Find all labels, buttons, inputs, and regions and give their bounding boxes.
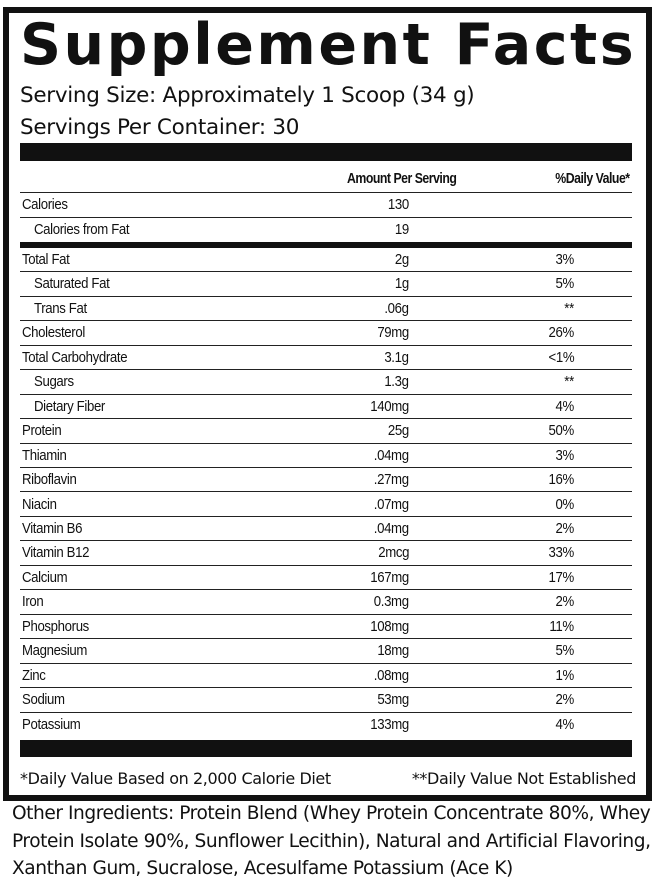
nutrient-name: Sugars xyxy=(34,373,74,391)
nutrient-daily-value: 3% xyxy=(555,251,575,268)
nutrient-name: Zinc xyxy=(22,666,46,684)
table-row: Potassium 133mg 4% xyxy=(20,713,632,736)
nutrient-amount: .04mg xyxy=(374,446,409,464)
table-row: Thiamin .04mg 3% xyxy=(20,444,632,469)
nutrient-daily-value: 5% xyxy=(555,642,575,660)
column-header-row: Amount Per Serving %Daily Value* xyxy=(20,166,632,193)
nutrient-name: Saturated Fat xyxy=(34,275,110,293)
nutrient-amount: 2g xyxy=(395,251,409,268)
nutrient-daily-value: 2% xyxy=(555,519,575,537)
nutrient-amount: 2mcg xyxy=(378,544,409,562)
table-row: Trans Fat .06g ** xyxy=(20,297,632,322)
table-row: Calcium 167mg 17% xyxy=(20,566,632,591)
nutrient-amount: .08mg xyxy=(374,666,409,684)
thick-divider-top xyxy=(20,143,632,161)
nutrient-daily-value: 16% xyxy=(548,471,575,489)
table-row: Magnesium 18mg 5% xyxy=(20,639,632,664)
nutrient-daily-value: 4% xyxy=(555,397,575,415)
nutrient-daily-value: ** xyxy=(564,299,574,317)
table-row: Sugars 1.3g ** xyxy=(20,370,632,395)
nutrient-amount: 79mg xyxy=(377,324,409,342)
nutrient-name: Total Fat xyxy=(22,251,70,268)
table-row: Riboflavin .27mg 16% xyxy=(20,468,632,493)
nutrient-amount: .27mg xyxy=(374,471,409,489)
nutrient-amount: 0.3mg xyxy=(374,593,409,611)
nutrient-daily-value: 26% xyxy=(548,324,575,342)
table-row: Vitamin B12 2mcg 33% xyxy=(20,541,632,566)
nutrient-daily-value: 0% xyxy=(555,495,575,513)
nutrient-name: Thiamin xyxy=(22,446,67,464)
table-row: Saturated Fat 1g 5% xyxy=(20,272,632,297)
table-row: Total Fat 2g 3% xyxy=(20,248,632,273)
nutrient-daily-value: ** xyxy=(564,373,574,391)
table-row: Dietary Fiber 140mg 4% xyxy=(20,395,632,420)
servings-per-container: Servings Per Container: 30 xyxy=(20,115,300,140)
other-ingredients: Other Ingredients: Protein Blend (Whey P… xyxy=(12,803,651,879)
nutrient-amount: 167mg xyxy=(370,568,409,586)
amount-per-serving-header: Amount Per Serving xyxy=(346,170,457,187)
nutrient-name: Protein xyxy=(22,422,62,440)
nutrient-amount: 108mg xyxy=(370,617,409,635)
nutrient-daily-value: 4% xyxy=(555,715,575,733)
nutrient-daily-value: 3% xyxy=(555,446,575,464)
table-row: Calories 130 xyxy=(20,193,632,218)
nutrient-daily-value: 5% xyxy=(555,275,575,293)
nutrient-name: Iron xyxy=(22,593,44,611)
nutrient-daily-value: 33% xyxy=(548,544,575,562)
nutrient-name: Vitamin B12 xyxy=(22,544,90,562)
nutrient-name: Calcium xyxy=(22,568,68,586)
table-row: Phosphorus 108mg 11% xyxy=(20,615,632,640)
footnote-not-established: **Daily Value Not Established xyxy=(411,769,637,788)
nutrient-amount: 3.1g xyxy=(384,348,410,366)
table-row: Sodium 53mg 2% xyxy=(20,688,632,713)
nutrient-name: Total Carbohydrate xyxy=(22,348,128,366)
nutrient-name: Phosphorus xyxy=(22,617,89,635)
footnote-daily-value: *Daily Value Based on 2,000 Calorie Diet xyxy=(20,769,331,788)
nutrient-amount: .06g xyxy=(384,299,410,317)
table-row: Calories from Fat 19 xyxy=(20,218,632,242)
nutrient-name: Riboflavin xyxy=(22,471,77,489)
panel-title: Supplement Facts xyxy=(20,12,637,78)
supplement-facts-panel: Supplement Facts Serving Size: Approxima… xyxy=(3,7,652,801)
daily-value-header: %Daily Value* xyxy=(555,170,631,187)
nutrient-name: Potassium xyxy=(22,715,81,733)
nutrient-daily-value: 2% xyxy=(555,593,575,611)
serving-size: Serving Size: Approximately 1 Scoop (34 … xyxy=(20,83,475,108)
nutrient-daily-value: 2% xyxy=(555,691,575,709)
nutrient-amount: 18mg xyxy=(377,642,409,660)
thick-divider-bottom xyxy=(20,740,632,757)
nutrient-name: Sodium xyxy=(22,691,65,709)
nutrient-daily-value: <1% xyxy=(548,348,574,366)
nutrient-name: Cholesterol xyxy=(22,324,85,342)
nutrient-name: Dietary Fiber xyxy=(34,397,105,415)
table-row: Iron 0.3mg 2% xyxy=(20,590,632,615)
nutrient-amount: 133mg xyxy=(370,715,409,733)
nutrient-daily-value: 50% xyxy=(548,422,575,440)
table-row: Total Carbohydrate 3.1g <1% xyxy=(20,346,632,371)
nutrient-daily-value: 11% xyxy=(549,617,575,635)
nutrient-amount: 1g xyxy=(395,275,409,293)
nutrient-amount: 1.3g xyxy=(384,373,410,391)
nutrient-name: Vitamin B6 xyxy=(22,519,83,537)
nutrient-name: Trans Fat xyxy=(34,299,87,317)
table-row: Protein 25g 50% xyxy=(20,419,632,444)
thick-divider-middle xyxy=(20,242,632,248)
nutrient-amount: 140mg xyxy=(370,397,409,415)
nutrient-name: Niacin xyxy=(22,495,57,513)
nutrient-amount: .04mg xyxy=(374,519,409,537)
table-row: Cholesterol 79mg 26% xyxy=(20,321,632,346)
table-row: Zinc .08mg 1% xyxy=(20,664,632,689)
nutrient-amount: 19 xyxy=(395,220,409,238)
nutrient-name: Calories xyxy=(22,196,68,213)
nutrient-amount: 53mg xyxy=(377,691,409,709)
nutrient-amount: 130 xyxy=(388,196,409,213)
nutrient-daily-value: 1% xyxy=(555,666,575,684)
nutrient-name: Magnesium xyxy=(22,642,88,660)
nutrient-name: Calories from Fat xyxy=(34,220,130,238)
nutrient-amount: 25g xyxy=(388,422,409,440)
table-row: Vitamin B6 .04mg 2% xyxy=(20,517,632,542)
nutrient-daily-value: 17% xyxy=(548,568,575,586)
nutrient-amount: .07mg xyxy=(374,495,409,513)
table-row: Niacin .07mg 0% xyxy=(20,493,632,517)
